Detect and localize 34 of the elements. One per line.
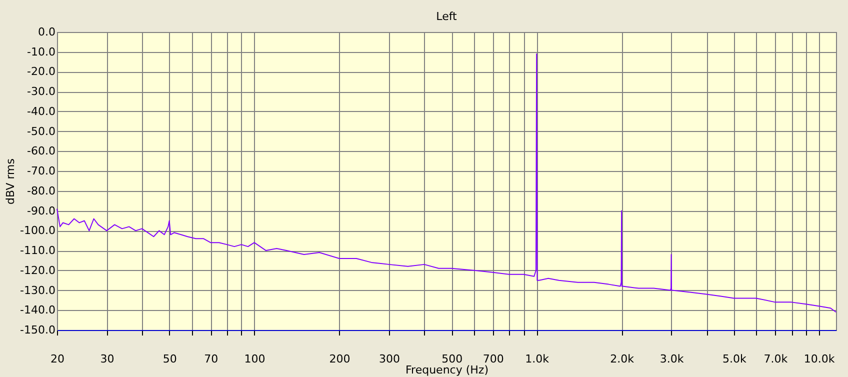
x-tick-label: 300	[378, 352, 400, 366]
x-tick-label: 50	[162, 352, 177, 366]
chart-title: Left	[436, 10, 458, 23]
x-tick-label: 7.0k	[764, 352, 788, 366]
x-tick-label: 500	[442, 352, 463, 366]
y-tick-label: -150.0	[20, 324, 56, 336]
y-tick-label: -130.0	[20, 284, 56, 297]
y-tick-label: -20.0	[27, 65, 56, 78]
x-tick-label: 10.0k	[804, 352, 836, 366]
y-tick-label: -40.0	[27, 104, 56, 118]
x-tick-label: 20	[50, 352, 64, 366]
x-tick-label: 2.0k	[610, 352, 635, 366]
y-tick-label: -60.0	[27, 144, 56, 158]
x-tick-label: 70	[204, 352, 218, 366]
y-tick-label: -50.0	[27, 124, 56, 138]
y-tick-label: -140.0	[20, 304, 56, 317]
y-tick-label: -70.0	[27, 164, 56, 178]
x-tick-label: 700	[482, 352, 504, 366]
y-tick-label: -30.0	[27, 85, 56, 98]
y-tick-label: -80.0	[27, 184, 56, 198]
x-tick-label: 3.0k	[660, 352, 684, 366]
y-tick-label: -110.0	[20, 244, 56, 258]
x-tick-label: 200	[329, 352, 350, 366]
y-tick-label: -90.0	[27, 204, 56, 218]
y-tick-label: 0.0	[38, 26, 56, 38]
x-tick-label: 30	[100, 352, 114, 366]
x-tick-label: 1.0k	[525, 352, 550, 366]
y-tick-label: -120.0	[20, 264, 56, 277]
y-tick-label: -100.0	[20, 224, 56, 238]
x-tick-label: 100	[244, 352, 266, 366]
y-tick-label: -10.0	[27, 45, 56, 58]
y-axis-title: dBV rms	[4, 158, 18, 204]
x-tick-label: 5.0k	[722, 352, 747, 366]
x-axis-title: Frequency (Hz)	[406, 364, 488, 376]
